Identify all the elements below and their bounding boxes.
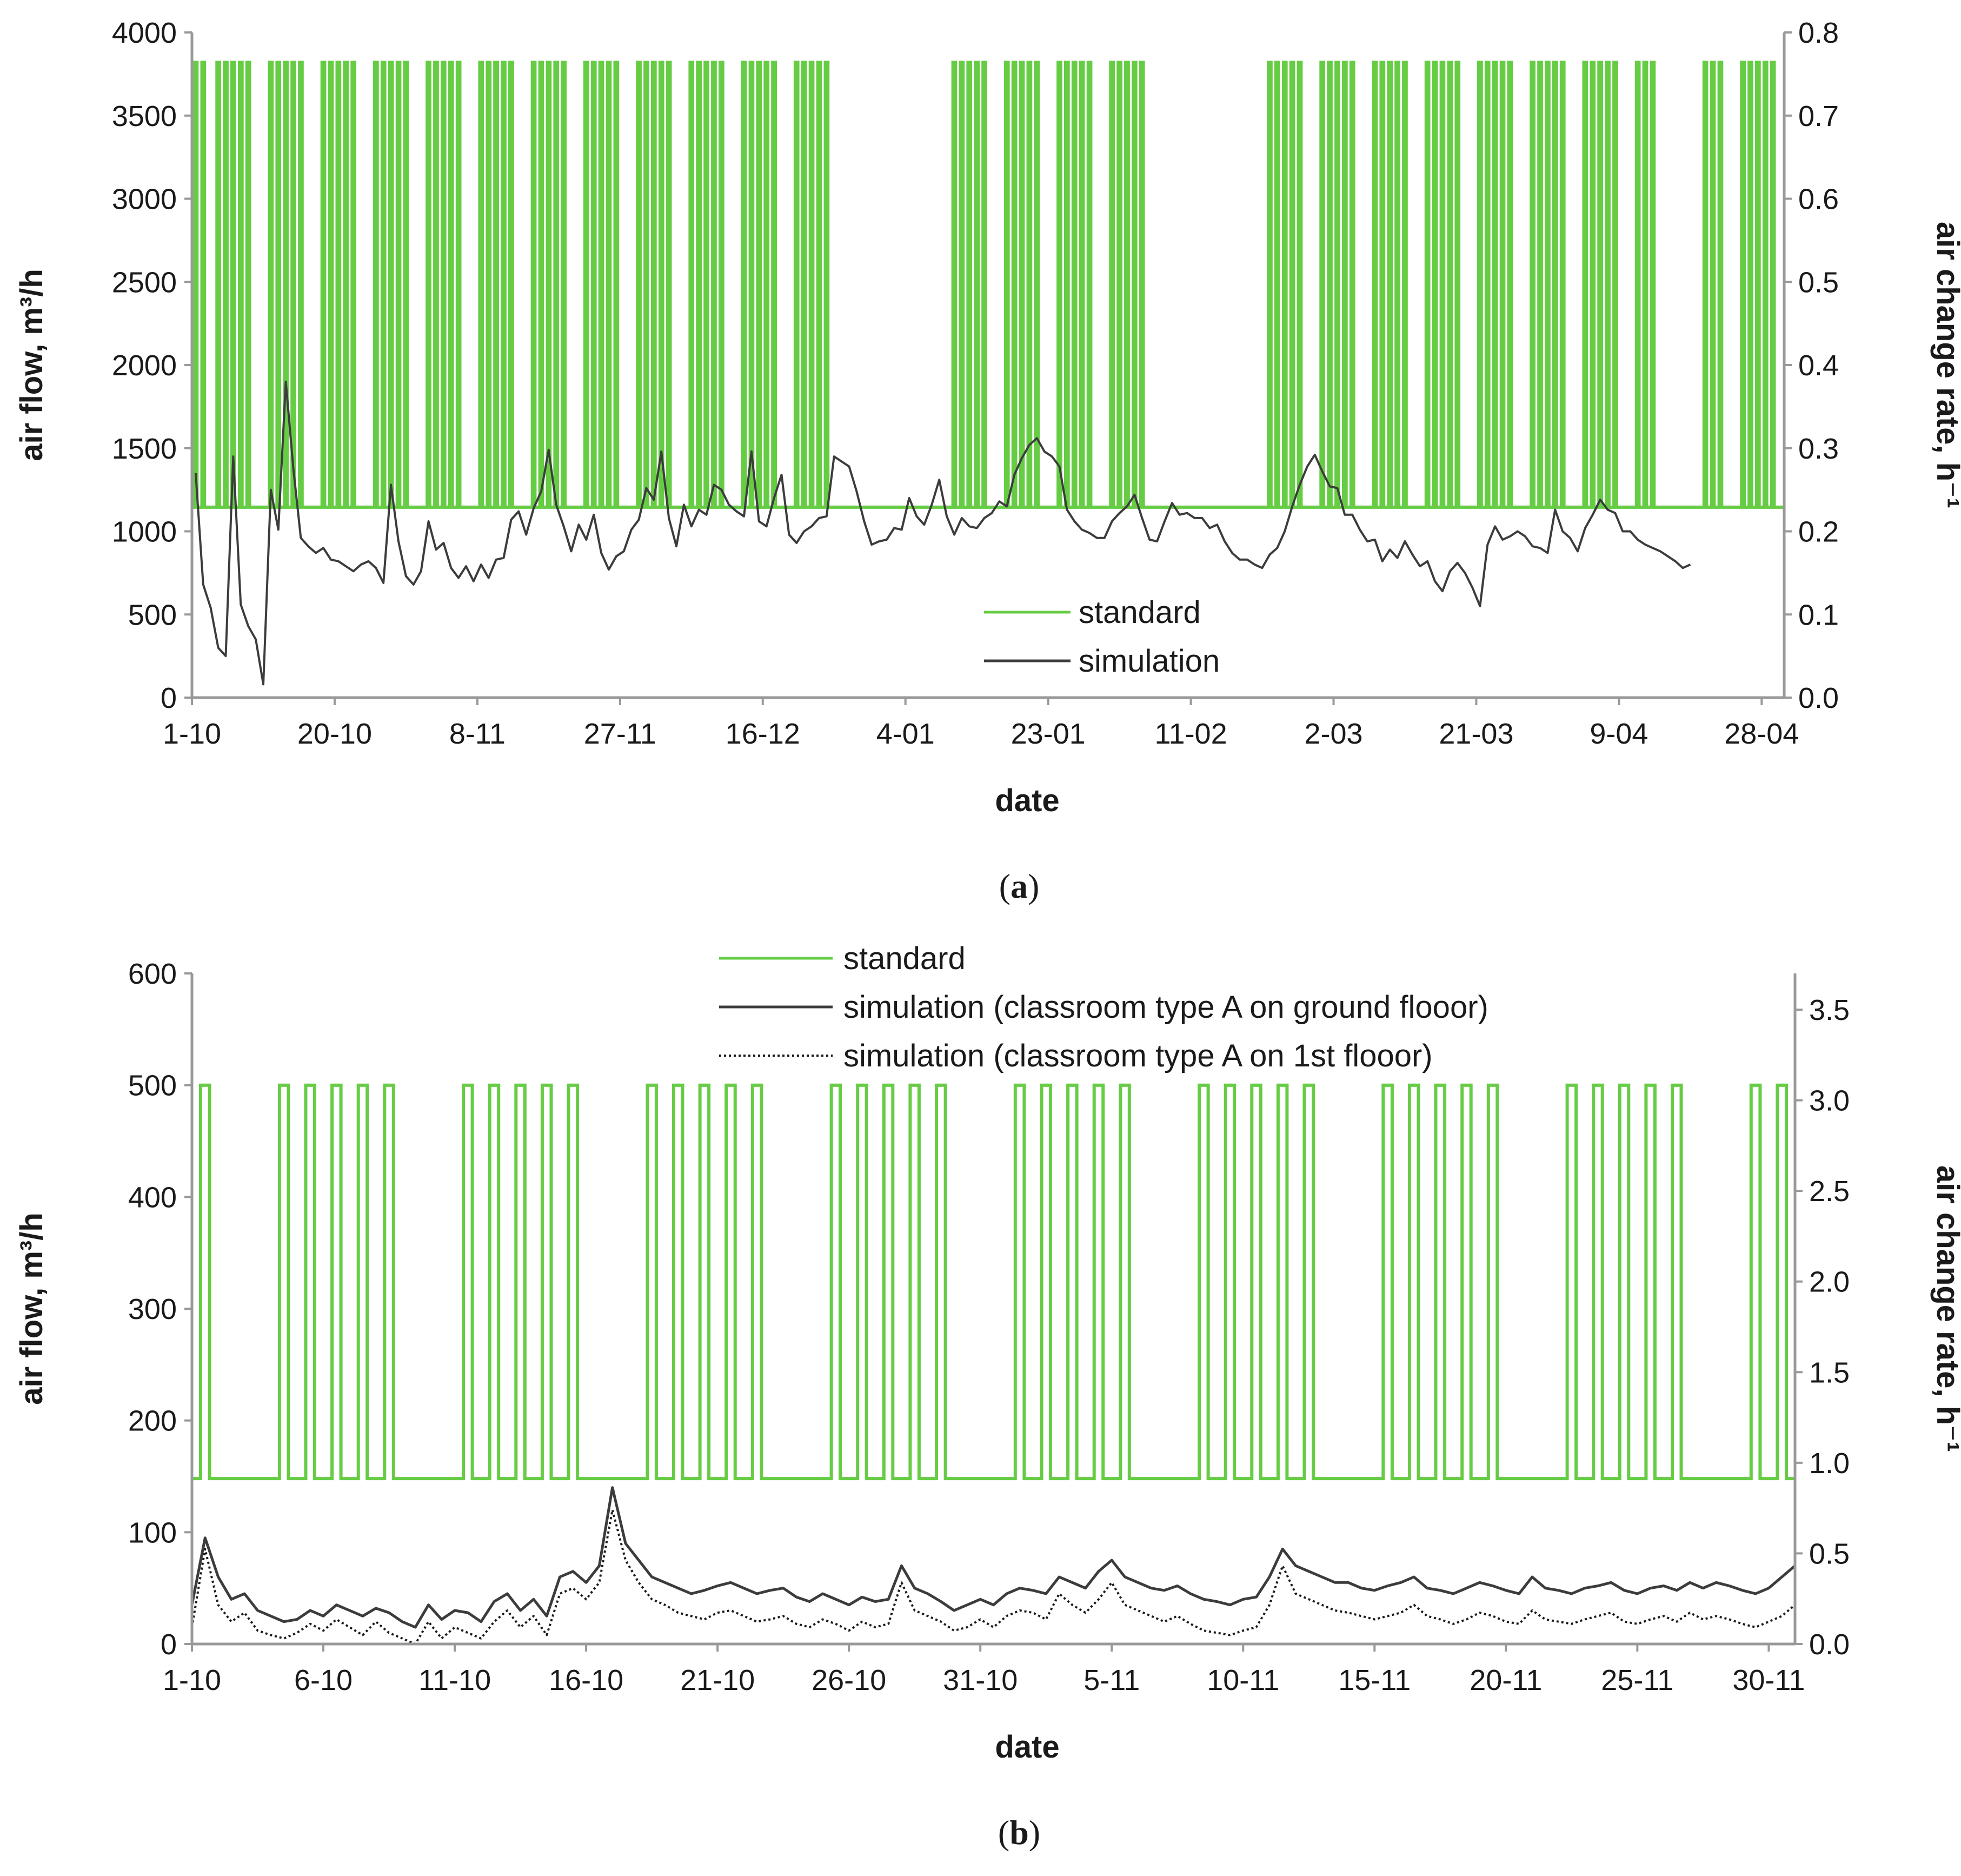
panel-b-xtick-label: 6-10	[294, 1664, 353, 1696]
panel-b-xtick-label: 10-11	[1207, 1664, 1279, 1696]
panel-a-right-ticks: 0.0 0.1 0.2 0.3 0.4 0.5 0.6 0.7 0.8	[1784, 17, 1839, 714]
panel-b-xtick-label: 25-11	[1601, 1664, 1673, 1696]
panel-a-standard-line	[192, 61, 1784, 509]
panel-b-y-axis-label: air flow, m³/h	[14, 1212, 49, 1405]
panel-b-xtick-label: 21-10	[680, 1664, 755, 1696]
panel-a-xtick-label: 8-11	[449, 718, 506, 750]
panel-b-ytick-right-label: 3.5	[1809, 994, 1850, 1026]
panel-b-legend-first: simulation (classroom type A on 1st floo…	[843, 1038, 1433, 1073]
panel-a-legend-simulation: simulation	[1079, 644, 1220, 679]
panel-a-standard-series	[192, 61, 1784, 509]
panel-a-xtick-label: 16-12	[726, 718, 800, 750]
panel-a-ytick-right-label: 0.5	[1798, 266, 1839, 299]
panel-b-standard-line	[192, 1083, 1795, 1481]
panel-a-ytick-label: 0	[161, 682, 177, 714]
panel-b-x-axis-label: date	[995, 1729, 1059, 1765]
panel-a-ytick-label: 4000	[112, 17, 177, 49]
panel-b-ytick-label: 200	[128, 1405, 177, 1437]
panel-b-xtick-label: 26-10	[812, 1664, 886, 1696]
panel-b-xtick-label: 11-10	[418, 1664, 491, 1696]
panel-b-xtick-label: 20-11	[1470, 1664, 1542, 1696]
panel-a-xtick-label: 9-04	[1590, 718, 1648, 750]
panel-a-caption-letter: a	[1011, 867, 1028, 905]
panel-a-xtick-label: 4-01	[876, 718, 935, 750]
panel-a-xtick-label: 21-03	[1439, 718, 1513, 750]
panel-b-ytick-label: 500	[128, 1070, 177, 1102]
panel-a-x-axis-label: date	[995, 783, 1059, 818]
panel-a-ytick-label: 1000	[112, 516, 177, 548]
panel-b-first-floor-series	[191, 1509, 1796, 1645]
panel-b: 0 100 200 300 400 500 600 0.0 0.5 1.0 1.5 2.0 2.5 3.…	[14, 941, 1961, 1852]
panel-b-caption: (b)	[998, 1813, 1040, 1852]
panel-a-ytick-right-label: 0.7	[1798, 100, 1839, 132]
panel-a-ytick-label: 1500	[112, 433, 177, 465]
panel-b-ground-floor-series	[190, 1486, 1796, 1629]
panel-a-ytick-label: 3000	[112, 183, 177, 216]
panel-a-ytick-label: 2500	[112, 266, 177, 299]
panel-b-xtick-label: 1-10	[163, 1664, 221, 1696]
panel-a-ytick-right-label: 0.3	[1798, 433, 1839, 465]
panel-a-x-ticks: 1-10 20-10 8-11 27-11 16-12 4-01 23-01 11-02 2-0…	[163, 698, 1799, 750]
panel-a-legend-standard: standard	[1079, 595, 1201, 630]
panel-b-xtick-label: 5-11	[1083, 1664, 1140, 1696]
panel-a-ytick-label: 2000	[112, 349, 177, 382]
panel-b-ytick-right-label: 1.5	[1809, 1356, 1850, 1389]
panel-b-legend-standard: standard	[843, 941, 966, 976]
panel-a-xtick-label: 27-11	[584, 718, 656, 750]
panel-b-y-right-axis-label: air change rate, h⁻¹	[1930, 1165, 1961, 1452]
panel-b-ytick-right-label: 0.0	[1809, 1628, 1850, 1661]
panel-b-xtick-label: 30-11	[1732, 1664, 1805, 1696]
panel-b-ytick-label: 600	[128, 958, 177, 990]
panel-a-ytick-right-label: 0.8	[1798, 17, 1839, 49]
panel-b-first-floor-line	[191, 1509, 1796, 1645]
panel-b-xtick-label: 31-10	[943, 1664, 1018, 1696]
panel-b-legend: standard simulation (classroom type A on…	[719, 941, 1488, 1073]
panel-b-xtick-label: 15-11	[1338, 1664, 1411, 1696]
panel-b-left-ticks: 0 100 200 300 400 500 600	[128, 958, 192, 1661]
panel-b-ground-floor-line	[190, 1486, 1796, 1629]
panel-b-ytick-label: 400	[128, 1181, 177, 1214]
panel-b-xtick-label: 16-10	[549, 1664, 623, 1696]
panel-b-ytick-label: 0	[161, 1628, 177, 1661]
panel-a-ytick-right-label: 0.0	[1798, 682, 1839, 714]
panel-a-xtick-label: 1-10	[163, 718, 221, 750]
panel-a-left-ticks: 0 500 1000 1500 2000 2500 3000 3500 4000	[112, 17, 192, 714]
panel-a-xtick-label: 20-10	[297, 718, 372, 750]
panel-a-ytick-right-label: 0.6	[1798, 183, 1839, 216]
panel-a-y-axis-label: air flow, m³/h	[14, 269, 49, 461]
panel-b-ytick-right-label: 2.5	[1809, 1175, 1850, 1208]
panel-a-xtick-label: 28-04	[1724, 718, 1799, 750]
panel-b-ytick-label: 100	[128, 1516, 177, 1549]
panel-a-simulation-line	[194, 380, 1691, 686]
panel-b-x-ticks: 1-10 6-10 11-10 16-10 21-10 26-10 31-10 5-11 10-…	[163, 1644, 1805, 1696]
panel-a-xtick-label: 23-01	[1011, 718, 1086, 750]
panel-b-ytick-right-label: 3.0	[1809, 1085, 1850, 1117]
panel-b-caption-letter: b	[1009, 1813, 1029, 1852]
panel-b-standard-series	[192, 1083, 1795, 1481]
panel-b-ytick-right-label: 2.0	[1809, 1266, 1850, 1298]
panel-b-legend-ground: simulation (classroom type A on ground f…	[843, 990, 1488, 1025]
panel-a-caption: (a)	[999, 867, 1040, 905]
panel-a-ytick-right-label: 0.1	[1798, 599, 1839, 631]
panel-b-right-ticks: 0.0 0.5 1.0 1.5 2.0 2.5 3.0 3.5	[1795, 994, 1850, 1661]
panel-a-ytick-right-label: 0.2	[1798, 516, 1839, 548]
panel-a-simulation-series	[194, 380, 1691, 686]
panel-b-ytick-right-label: 0.5	[1809, 1537, 1850, 1570]
panel-a-ytick-label: 500	[128, 599, 177, 631]
panel-a-ytick-right-label: 0.4	[1798, 349, 1839, 382]
panel-a-legend: standard simulation	[984, 595, 1220, 679]
panel-a-ytick-label: 3500	[112, 100, 177, 132]
panel-b-ytick-right-label: 1.0	[1809, 1447, 1850, 1480]
panel-b-ytick-label: 300	[128, 1293, 177, 1325]
panel-a-xtick-label: 11-02	[1155, 718, 1227, 750]
panel-a-xtick-label: 2-03	[1304, 718, 1362, 750]
panel-a-y-right-axis-label: air change rate, h⁻¹	[1930, 222, 1961, 508]
